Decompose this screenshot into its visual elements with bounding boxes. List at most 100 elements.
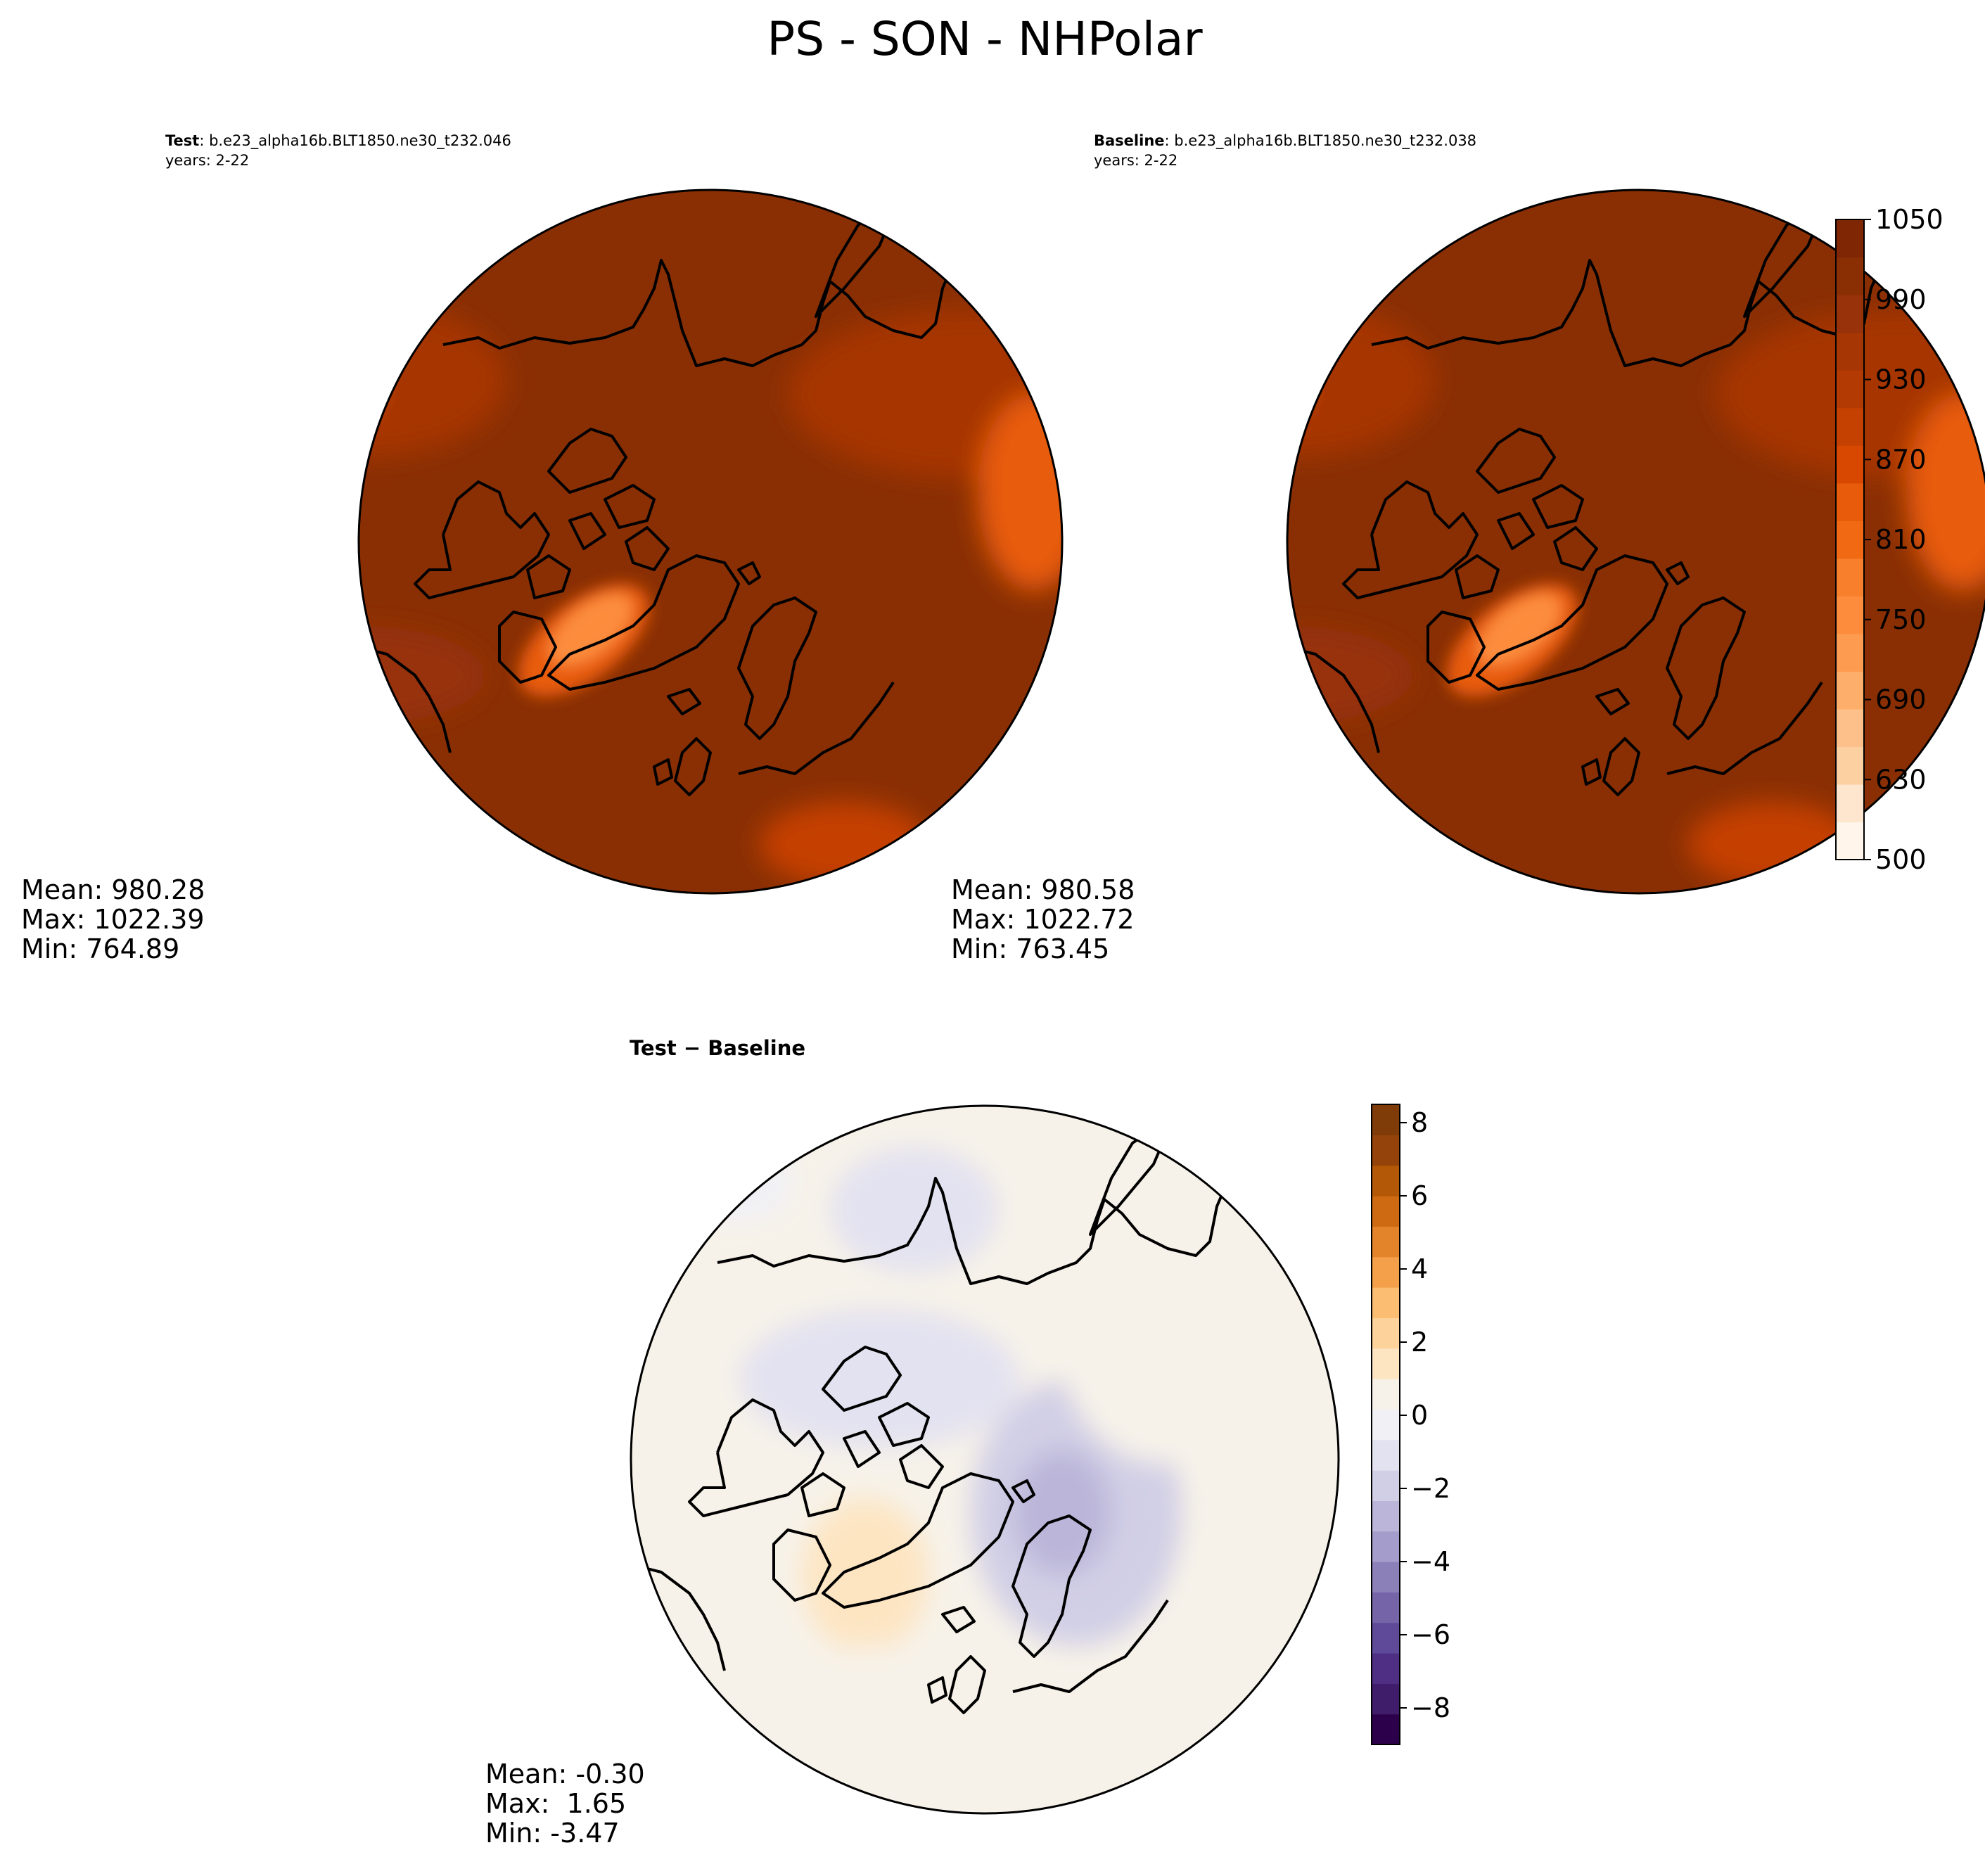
ps-colorbar-tick-label: 750 (1875, 604, 1927, 635)
ps-colorbar-swatch (1836, 257, 1864, 295)
ps-colorbar: 500 630 690 750 810 870 930 990 1050 (1835, 204, 1943, 875)
difference-map (631, 1106, 1339, 1813)
difference-stat-max: Max: 1.65 (485, 1788, 626, 1819)
baseline-stat-min: Min: 763.45 (951, 933, 1109, 964)
difference-map-border (630, 1104, 1340, 1815)
test-map-border (357, 189, 1064, 895)
baseline-field-rockies (1287, 366, 1308, 422)
difference-field-greenland (802, 1498, 928, 1653)
baseline-label-bold: Baseline (1094, 132, 1165, 149)
ps-colorbar-swatch (1836, 746, 1864, 785)
ps-colorbar-swatch (1836, 295, 1864, 333)
difference-colorbar-swatch (1372, 1592, 1400, 1623)
difference-panel: Test − Baseline Mean: -0.30 Max: 1.65 Mi… (485, 1036, 1340, 1849)
test-stat-max: Max: 1022.39 (21, 904, 205, 935)
difference-colorbar-swatch (1372, 1379, 1400, 1410)
ps-colorbar-swatch (1836, 445, 1864, 484)
difference-colorbar-swatch (1372, 1683, 1400, 1715)
test-panel: Test: b.e23_alpha16b.BLT1850.ne30_t232.0… (21, 132, 1064, 964)
baseline-field-greenland-inner (1477, 593, 1562, 666)
difference-colorbar-swatch (1372, 1256, 1400, 1288)
ps-colorbar-swatch (1836, 219, 1864, 258)
ps-colorbar-swatch (1836, 784, 1864, 823)
difference-colorbar-swatch (1372, 1104, 1400, 1135)
difference-colorbar-swatch (1372, 1470, 1400, 1501)
difference-colorbar-tick-label: 2 (1411, 1327, 1428, 1358)
baseline-field-namerica (1287, 626, 1414, 725)
difference-colorbar-swatch (1372, 1196, 1400, 1227)
ps-colorbar-swatch (1836, 332, 1864, 371)
difference-field-siberia (1055, 1182, 1266, 1463)
baseline-field-siberia (1716, 310, 1985, 478)
ps-colorbar-swatch (1836, 708, 1864, 748)
ps-colorbar-swatch (1836, 407, 1864, 446)
difference-field-pacific (767, 1646, 992, 1759)
difference-stat-mean: Mean: -0.30 (485, 1759, 645, 1789)
test-label-bold: Test (165, 132, 199, 149)
difference-colorbar-tick-label: −2 (1411, 1473, 1450, 1504)
baseline-field-tibet (1906, 394, 1985, 591)
difference-colorbar-swatch (1372, 1439, 1400, 1471)
difference-field-bering (830, 1147, 999, 1273)
difference-colorbar-tick-label: 6 (1411, 1180, 1428, 1211)
difference-stat-min: Min: -3.47 (485, 1818, 620, 1849)
difference-colorbar-swatch (1372, 1531, 1400, 1562)
difference-field-atlantic-core (1013, 1449, 1111, 1576)
difference-colorbar-swatch (1372, 1653, 1400, 1684)
test-stat-mean: Mean: 980.28 (21, 874, 205, 905)
difference-colorbar-swatch (1372, 1317, 1400, 1349)
difference-colorbar-tick-label: −6 (1411, 1619, 1450, 1650)
difference-colorbar-frame (1371, 1104, 1400, 1745)
ps-colorbar-tick-label: 810 (1875, 524, 1927, 555)
difference-field-alaska (682, 1140, 795, 1224)
test-field-europe (760, 802, 928, 886)
test-field-greenland-inner (549, 593, 633, 666)
test-stat-min: Min: 764.89 (21, 933, 179, 964)
difference-colorbar-swatch (1372, 1409, 1400, 1441)
baseline-field-europe (1688, 802, 1857, 886)
test-ocean-field (359, 190, 1062, 893)
difference-panel-label: Test − Baseline (630, 1036, 805, 1060)
difference-colorbar-swatch (1372, 1500, 1400, 1532)
test-field-tibet (978, 394, 1062, 591)
ps-colorbar-tick-label: 870 (1875, 444, 1927, 475)
test-field-siberia (788, 310, 1062, 478)
ps-colorbar-tick-label: 930 (1875, 364, 1927, 395)
difference-colorbar-swatch (1372, 1562, 1400, 1593)
ps-colorbar-tick-label: 990 (1875, 284, 1927, 315)
difference-colorbar: 8 6 4 2 0 −2 −4 −6 −8 (1371, 1104, 1450, 1745)
ps-colorbar-swatch (1836, 671, 1864, 710)
ps-colorbar-swatch (1836, 370, 1864, 409)
test-label-rest: : b.e23_alpha16b.BLT1850.ne30_t232.046 (199, 132, 511, 150)
difference-colorbar-tick-label: −4 (1411, 1546, 1450, 1577)
test-years: years: 2-22 (165, 152, 249, 169)
ps-colorbar-swatch (1836, 483, 1864, 521)
ps-colorbar-tick-label: 500 (1875, 844, 1927, 875)
baseline-field-canada (1287, 302, 1435, 457)
difference-colorbar-tick-label: 4 (1411, 1253, 1428, 1284)
difference-colorbar-swatch (1372, 1622, 1400, 1654)
difference-colorbar-tick-label: 8 (1411, 1107, 1428, 1138)
difference-colorbar-swatch (1372, 1226, 1400, 1258)
ps-colorbar-swatch (1836, 521, 1864, 559)
figure-title: PS - SON - NHPolar (767, 12, 1203, 66)
difference-colorbar-tick-label: 0 (1411, 1400, 1428, 1431)
baseline-stat-max: Max: 1022.72 (951, 904, 1135, 935)
ps-colorbar-swatch (1836, 633, 1864, 672)
difference-colorbar-swatch (1372, 1348, 1400, 1379)
ps-colorbar-tick-label: 1050 (1875, 204, 1943, 235)
ps-colorbar-tick-label: 690 (1875, 684, 1927, 715)
ps-colorbar-tick-label: 630 (1875, 764, 1927, 795)
baseline-label-rest: : b.e23_alpha16b.BLT1850.ne30_t232.038 (1165, 132, 1477, 150)
test-panel-label: Test: b.e23_alpha16b.BLT1850.ne30_t232.0… (165, 132, 511, 150)
difference-field-europe (1175, 1681, 1287, 1766)
difference-colorbar-swatch (1372, 1714, 1400, 1745)
test-field-canada (359, 302, 506, 457)
baseline-panel: Baseline: b.e23_alpha16b.BLT1850.ne30_t2… (951, 132, 1985, 964)
baseline-years: years: 2-22 (1094, 152, 1177, 169)
ps-colorbar-swatch (1836, 596, 1864, 634)
difference-colorbar-tick-label: −8 (1411, 1692, 1450, 1723)
difference-colorbar-swatch (1372, 1165, 1400, 1197)
test-field-rockies (359, 366, 380, 422)
